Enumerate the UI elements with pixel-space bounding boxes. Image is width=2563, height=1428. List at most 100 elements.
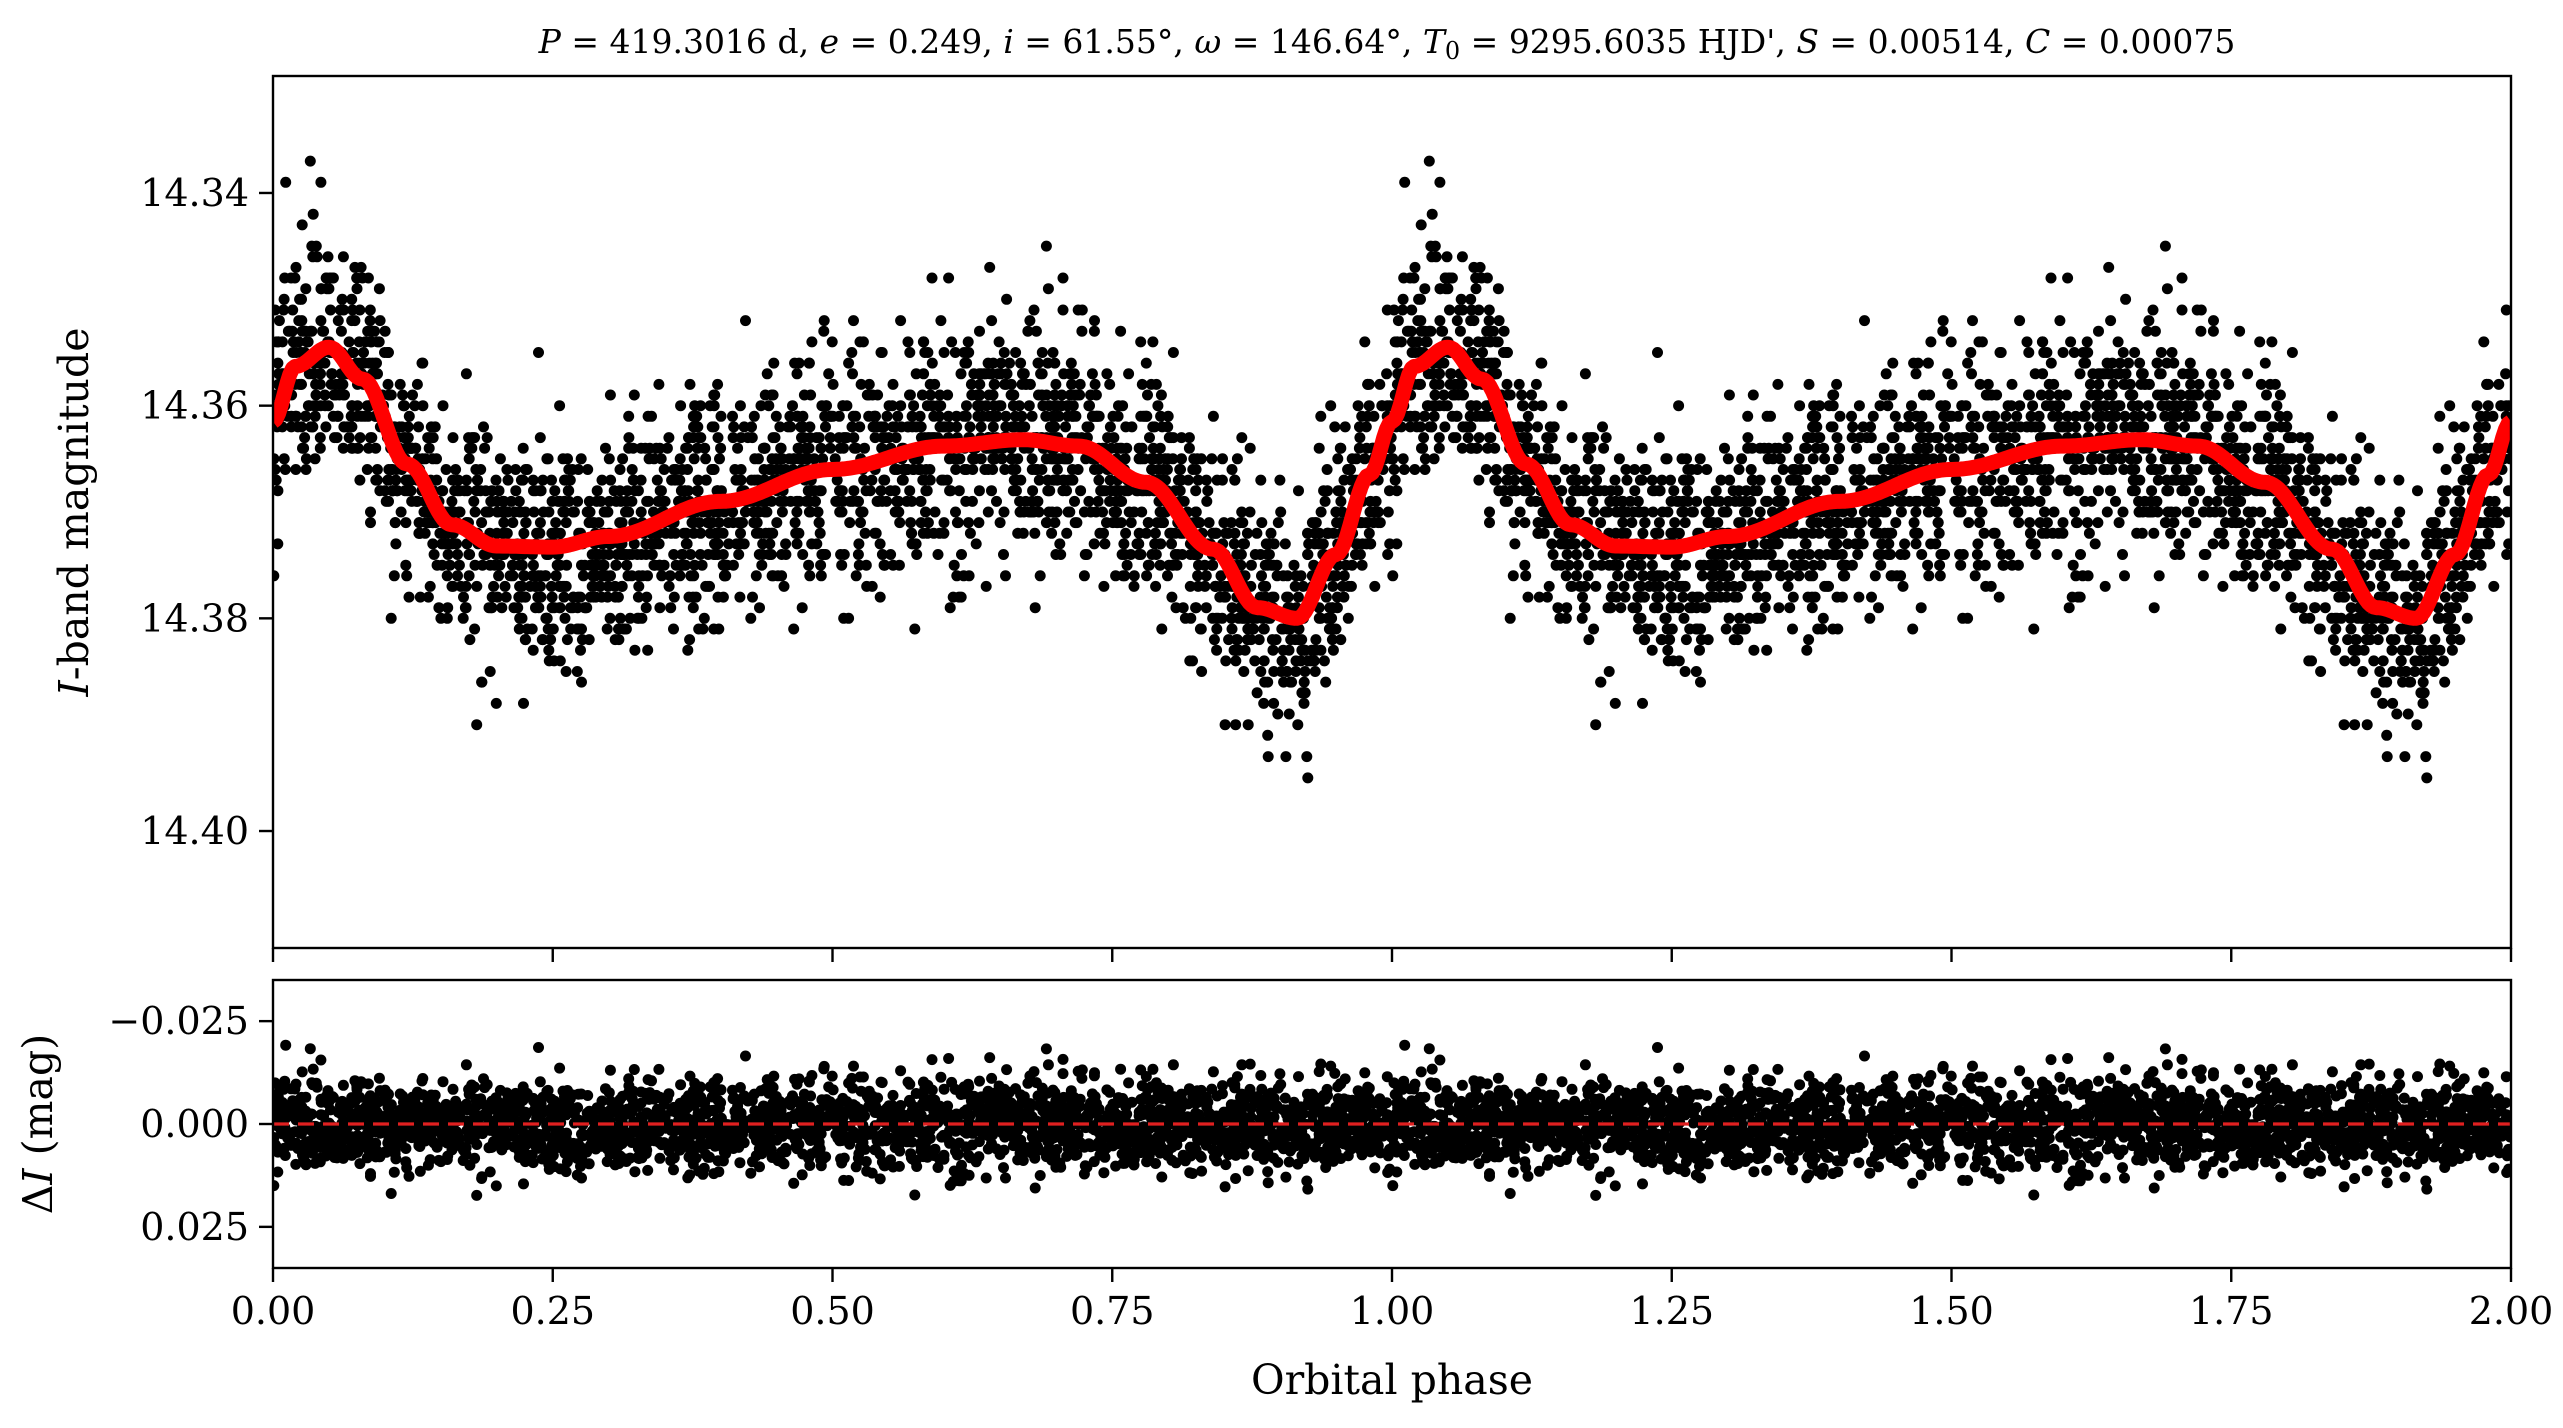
data-point [315, 315, 327, 327]
data-point [469, 623, 481, 635]
data-point [1207, 410, 1219, 422]
data-point [1988, 527, 2000, 539]
data-point [851, 495, 863, 507]
data-point [1657, 506, 1668, 518]
data-point [1211, 644, 1223, 656]
data-point [1613, 453, 1625, 465]
data-point [576, 623, 587, 635]
data-point [355, 261, 367, 273]
data-point [2350, 453, 2362, 465]
data-point [1331, 591, 1343, 603]
data-point [974, 325, 985, 337]
data-point [442, 549, 454, 560]
data-point [2265, 464, 2277, 475]
data-point [1600, 506, 1612, 518]
data-point [336, 293, 348, 305]
data-point [2440, 527, 2452, 539]
data-point [459, 602, 471, 614]
data-point [1430, 400, 1441, 412]
data-point [1090, 389, 1102, 401]
data-point [2145, 453, 2157, 465]
data-point [1228, 644, 1240, 656]
data-point [1215, 570, 1227, 582]
data-point [369, 325, 380, 337]
data-point [2487, 517, 2499, 529]
data-point [492, 591, 504, 603]
data-point [2168, 517, 2180, 529]
data-point [453, 559, 465, 571]
data-point [1000, 410, 1012, 422]
data-point [518, 527, 530, 539]
data-point [1098, 580, 1110, 592]
data-point [2088, 453, 2100, 465]
data-point [533, 347, 544, 358]
data-point [1165, 432, 1177, 444]
data-point [1009, 410, 1021, 422]
data-point [2286, 347, 2298, 358]
data-point [1705, 580, 1717, 592]
data-point [612, 591, 624, 603]
data-point [1973, 421, 1985, 433]
data-point [1777, 464, 1789, 475]
data-point [488, 580, 500, 592]
data-point [1258, 697, 1270, 709]
data-point [2280, 464, 2292, 475]
data-point [854, 421, 866, 433]
data-point [1733, 612, 1745, 624]
data-point [674, 453, 686, 465]
data-point [520, 634, 532, 646]
data-point [2306, 655, 2317, 667]
data-point [1150, 580, 1162, 592]
data-point [2041, 517, 2053, 529]
data-point [1965, 421, 1977, 433]
data-point [1389, 474, 1401, 486]
data-point [629, 644, 641, 656]
data-point [1187, 655, 1198, 667]
data-point [1426, 251, 1438, 263]
data-point [1361, 442, 1373, 454]
data-point [1033, 474, 1045, 486]
data-point [2395, 655, 2407, 667]
data-point [2266, 421, 2278, 433]
data-point [1910, 538, 1922, 550]
data-point [1859, 315, 1870, 327]
data-point [1916, 421, 1928, 433]
data-point [507, 517, 519, 529]
data-point [414, 591, 426, 603]
data-point [1203, 517, 1215, 529]
data-point [2307, 549, 2319, 560]
data-point [2044, 389, 2055, 401]
data-point [1319, 495, 1331, 507]
data-point [2036, 336, 2048, 348]
data-point [1335, 495, 1347, 507]
data-point [1295, 655, 1307, 667]
data-point [831, 474, 843, 486]
data-point [681, 538, 693, 550]
data-point [1018, 368, 1030, 380]
data-point [748, 410, 760, 422]
data-point [1922, 559, 1934, 571]
data-point [2117, 506, 2129, 518]
data-point [583, 634, 595, 646]
data-point [2152, 506, 2164, 518]
data-point [2357, 666, 2369, 677]
data-point [2244, 549, 2256, 560]
data-point [1544, 421, 1556, 433]
data-point [532, 591, 544, 603]
data-point [663, 432, 675, 444]
data-point [1299, 666, 1311, 677]
data-point [2291, 549, 2303, 560]
data-point [1321, 464, 1333, 475]
data-point [1409, 261, 1421, 273]
data-point [452, 474, 464, 486]
data-point [560, 517, 572, 529]
data-point [1146, 464, 1158, 475]
data-point [407, 389, 418, 401]
data-point [761, 368, 773, 380]
data-point [1680, 634, 1692, 646]
data-point [1910, 506, 1922, 518]
data-point [999, 464, 1011, 475]
data-point [557, 453, 569, 465]
data-point [2432, 527, 2444, 539]
data-point [1867, 506, 1878, 518]
